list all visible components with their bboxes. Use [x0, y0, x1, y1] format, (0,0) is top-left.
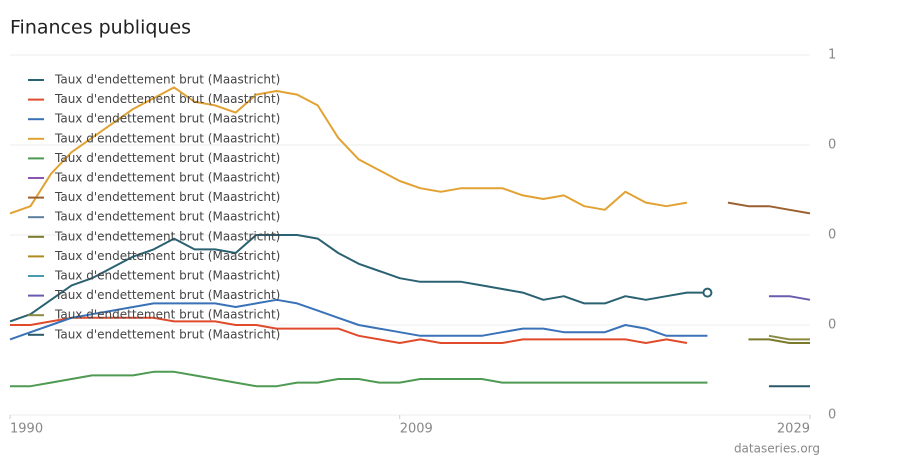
x-tick-label: 2029 — [777, 422, 810, 437]
y-tick-label: 0 — [828, 408, 836, 423]
y-tick-label: 1 — [828, 48, 836, 63]
legend-label: Taux d'endettement brut (Maastricht) — [54, 131, 280, 145]
x-tick-label: 1990 — [10, 422, 43, 437]
legend-label: Taux d'endettement brut (Maastricht) — [54, 73, 280, 87]
legend-label: Taux d'endettement brut (Maastricht) — [54, 210, 280, 224]
legend-label: Taux d'endettement brut (Maastricht) — [54, 151, 280, 165]
legend-label: Taux d'endettement brut (Maastricht) — [54, 308, 280, 322]
source: dataseries.org — [734, 442, 820, 456]
legend-label: Taux d'endettement brut (Maastricht) — [54, 190, 280, 204]
series-line — [10, 370, 708, 388]
x-tick-label: 2009 — [400, 422, 433, 437]
series-line — [768, 295, 811, 301]
legend-label: Taux d'endettement brut (Maastricht) — [54, 112, 280, 126]
series-line — [9, 234, 708, 323]
legend-label: Taux d'endettement brut (Maastricht) — [54, 269, 280, 283]
legend-label: Taux d'endettement brut (Maastricht) — [54, 92, 280, 106]
series-line — [9, 86, 688, 215]
y-tick-label: 0 — [828, 138, 836, 153]
y-tick-label: 0 — [828, 228, 836, 243]
series-line — [727, 201, 811, 215]
legend-label: Taux d'endettement brut (Maastricht) — [54, 288, 280, 302]
series-line — [768, 334, 810, 341]
chart-title: Finances publiques — [10, 17, 191, 39]
series-line — [748, 338, 810, 344]
legend-label: Taux d'endettement brut (Maastricht) — [54, 229, 280, 243]
end-marker — [702, 287, 713, 298]
legend-label: Taux d'endettement brut (Maastricht) — [54, 249, 280, 263]
series-line — [10, 316, 688, 344]
legend-label: Taux d'endettement brut (Maastricht) — [54, 327, 280, 341]
series-line — [9, 298, 708, 341]
y-tick-label: 0 — [828, 318, 836, 333]
legend-label: Taux d'endettement brut (Maastricht) — [54, 171, 280, 185]
